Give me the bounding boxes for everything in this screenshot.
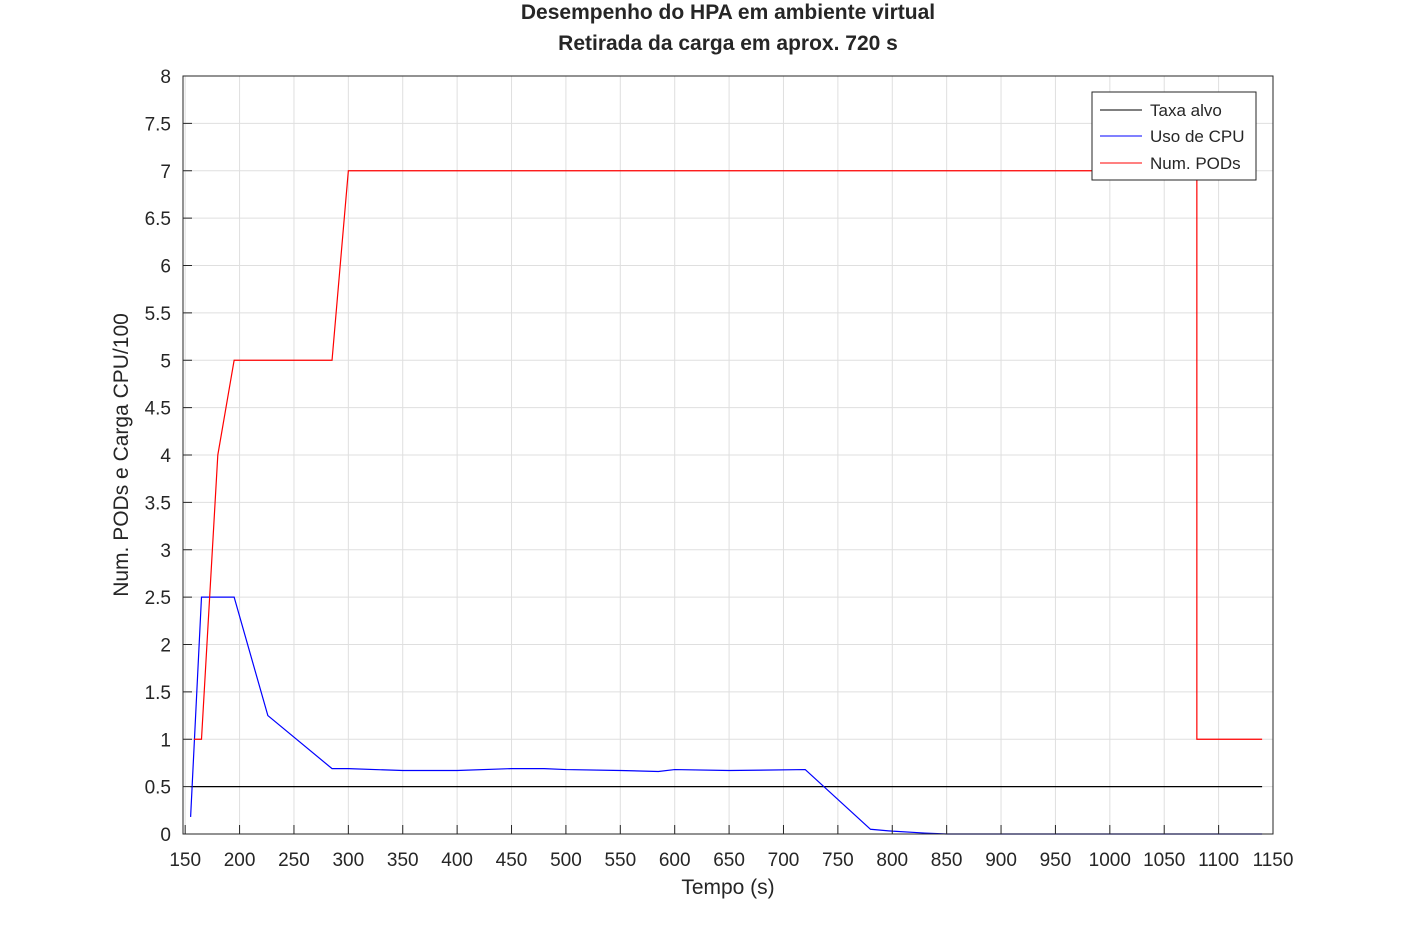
y-tick-label: 7 (160, 162, 171, 183)
y-tick-label: 0 (160, 825, 171, 846)
x-tick-label: 750 (822, 850, 854, 871)
x-tick-label: 1000 (1089, 850, 1131, 871)
y-tick-label: 4 (160, 446, 171, 467)
legend-label-taxa-alvo: Taxa alvo (1150, 101, 1222, 120)
legend: Taxa alvo Uso de CPU Num. PODs (1091, 91, 1257, 181)
y-tick-label: 2 (160, 636, 171, 657)
x-tick-label: 650 (713, 850, 745, 871)
y-tick-label: 3.5 (145, 493, 171, 514)
x-tick-label: 1100 (1198, 850, 1239, 871)
x-tick-label: 500 (550, 850, 582, 871)
chart-title-line-2: Retirada da carga em aprox. 720 s (558, 32, 898, 55)
legend-box (1091, 91, 1257, 181)
y-tick-label: 4.5 (145, 399, 171, 420)
x-tick-label: 300 (332, 850, 364, 871)
x-tick-label: 350 (387, 850, 419, 871)
y-tick-label: 6 (160, 257, 171, 278)
x-tick-label: 400 (441, 850, 473, 871)
x-tick-label: 550 (604, 850, 636, 871)
y-axis-label: Num. PODs e Carga CPU/100 (110, 313, 133, 597)
y-tick-label: 1.5 (145, 683, 171, 704)
y-tick-label: 7.5 (145, 114, 171, 135)
x-tick-label: 1050 (1143, 850, 1185, 871)
x-tick-label: 950 (1040, 850, 1072, 871)
x-tick-label: 450 (496, 850, 528, 871)
ticks: 150 200 250 300 350 400 450 500 550 600 650 700 750 8… (145, 67, 1294, 871)
y-tick-label: 2.5 (145, 588, 171, 609)
y-tick-label: 5.5 (145, 304, 171, 325)
x-tick-label: 200 (224, 850, 256, 871)
y-tick-label: 0.5 (145, 778, 171, 799)
x-tick-label: 150 (169, 850, 201, 871)
legend-label-uso-de-cpu: Uso de CPU (1150, 127, 1244, 146)
chart-title-line-1: Desempenho do HPA em ambiente virtual (521, 1, 935, 24)
x-axis-label: Tempo (s) (681, 876, 774, 899)
x-tick-label: 250 (278, 850, 310, 871)
x-tick-label: 900 (985, 850, 1017, 871)
y-tick-label: 8 (160, 67, 171, 88)
x-tick-label: 850 (931, 850, 963, 871)
x-tick-label: 800 (876, 850, 908, 871)
y-tick-label: 3 (160, 541, 171, 562)
series-line-num-pods (193, 170, 1263, 740)
x-tick-label: 700 (768, 850, 800, 871)
x-tick-label: 1150 (1253, 850, 1294, 871)
legend-label-num-pods: Num. PODs (1150, 154, 1241, 173)
y-tick-label: 1 (160, 730, 171, 751)
y-tick-label: 5 (160, 351, 171, 372)
x-tick-label: 600 (659, 850, 691, 871)
y-tick-label: 6.5 (145, 209, 171, 230)
